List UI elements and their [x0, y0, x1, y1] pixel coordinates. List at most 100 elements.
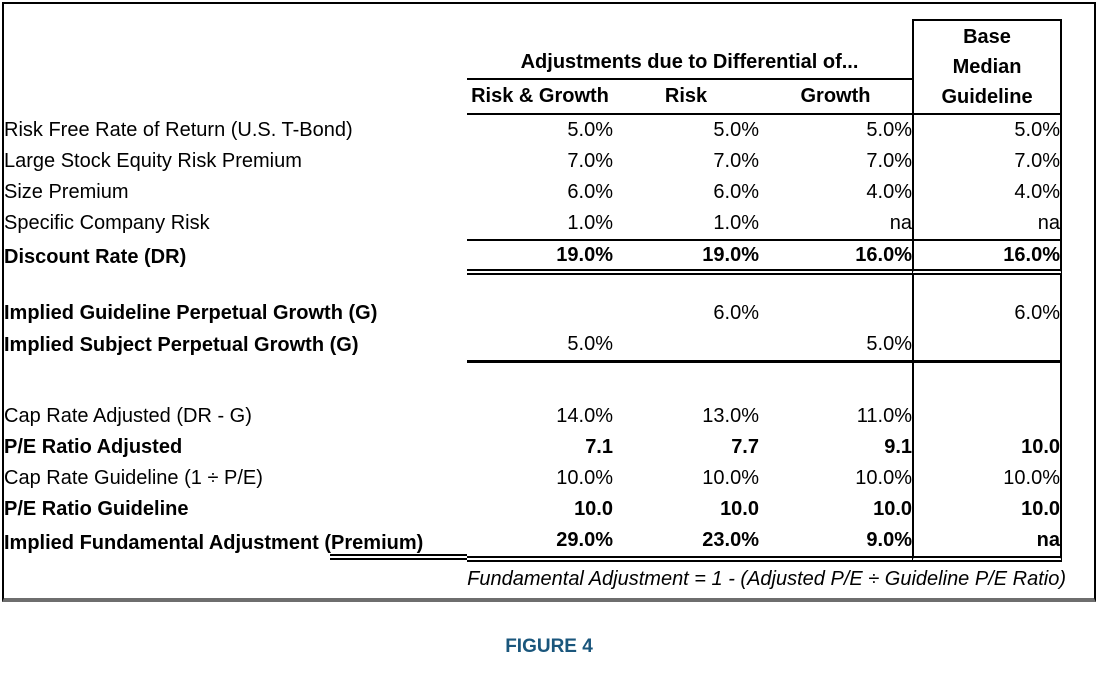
- value-cell: 9.1: [884, 436, 913, 458]
- right-margin: [1062, 146, 1094, 177]
- valuation-table: Adjustments due to Differential of... Ba…: [4, 4, 1094, 596]
- figure-caption: FIGURE 4: [505, 636, 593, 657]
- value-cell: 29.0%: [467, 525, 613, 562]
- right-margin: [1062, 432, 1094, 463]
- value-cell: na: [889, 212, 913, 234]
- table-row: Cap Rate Guideline (1 ÷ P/E) 10.0% 10.0%…: [4, 463, 1094, 494]
- value-cell: 7.1: [585, 436, 613, 458]
- value-cell: 10.0: [873, 498, 913, 520]
- value-cell: 6.0%: [912, 299, 1063, 328]
- value-cell: 1.0%: [567, 212, 613, 234]
- formula-row: Fundamental Adjustment = 1 - (Adjusted P…: [4, 562, 1094, 596]
- value-cell: 10.0: [912, 494, 1063, 525]
- table-row: Specific Company Risk 1.0% 1.0% na na: [4, 208, 1094, 239]
- value-cell: na: [912, 208, 1063, 239]
- table-row-fundamental-adjustment: Implied Fundamental Adjustment (Premium)…: [4, 525, 1094, 562]
- value-cell: 4.0%: [912, 177, 1063, 208]
- value-cell: [912, 328, 1063, 363]
- value-cell: 10.0: [720, 498, 759, 520]
- right-margin: [1062, 239, 1094, 275]
- value-cell: 9.0%: [759, 525, 913, 562]
- guideline-box-line: Base: [963, 26, 1011, 48]
- table-row: Size Premium 6.0% 6.0% 4.0% 4.0%: [4, 177, 1094, 208]
- row-label: Large Stock Equity Risk Premium: [4, 150, 302, 172]
- value-cell: 5.0%: [866, 119, 913, 141]
- right-margin: [1062, 115, 1094, 146]
- right-margin: [1062, 4, 1094, 115]
- value-cell: [912, 401, 1063, 432]
- guideline-box-line: Median: [952, 56, 1022, 78]
- value-cell: 5.0%: [759, 328, 913, 363]
- row-label: Risk Free Rate of Return (U.S. T-Bond): [4, 119, 353, 141]
- value-cell: 6.0%: [713, 181, 759, 203]
- value-cell: 10.0%: [702, 467, 759, 489]
- guideline-box-cell: Base Median Guideline: [912, 4, 1063, 115]
- value-cell: 13.0%: [702, 405, 759, 427]
- row-label: Cap Rate Adjusted (DR - G): [4, 405, 252, 427]
- value-cell: 10.0%: [855, 467, 913, 489]
- value-cell: 23.0%: [613, 525, 759, 562]
- value-cell: 19.0%: [467, 239, 613, 275]
- spacer-row: [4, 275, 1094, 299]
- table-row: Implied Subject Perpetual Growth (G) 5.0…: [4, 328, 1094, 363]
- spacer-row: [4, 363, 1094, 401]
- value-cell: 7.0%: [567, 150, 613, 172]
- row-label: Implied Subject Perpetual Growth (G): [4, 334, 359, 356]
- value-cell: 16.0%: [912, 239, 1063, 275]
- value-cell: 6.0%: [713, 302, 759, 324]
- value-cell: 10.0: [574, 498, 613, 520]
- guideline-box: Base Median Guideline: [912, 19, 1063, 115]
- table-header-row: Adjustments due to Differential of... Ba…: [4, 4, 1094, 115]
- column-header: Risk: [613, 80, 759, 115]
- value-cell: 5.0%: [912, 115, 1063, 146]
- table-row: P/E Ratio Adjusted 7.1 7.7 9.1 10.0: [4, 432, 1094, 463]
- value-cell: 5.0%: [713, 119, 759, 141]
- value-cell: 10.0: [912, 432, 1063, 463]
- right-margin: [1062, 328, 1094, 363]
- value-cell: 10.0%: [912, 463, 1063, 494]
- table-row: P/E Ratio Guideline 10.0 10.0 10.0 10.0: [4, 494, 1094, 525]
- value-cell: 6.0%: [567, 181, 613, 203]
- value-cell: 10.0%: [556, 467, 613, 489]
- row-label: P/E Ratio Guideline: [4, 498, 189, 520]
- right-margin: [1062, 208, 1094, 239]
- column-header-row: Risk & Growth Risk Growth: [4, 80, 1094, 115]
- column-header: Growth: [759, 80, 913, 115]
- value-cell: 19.0%: [613, 239, 759, 275]
- row-label: Discount Rate (DR): [4, 245, 187, 268]
- table-row: Cap Rate Adjusted (DR - G) 14.0% 13.0% 1…: [4, 401, 1094, 432]
- right-margin: [1062, 525, 1094, 562]
- right-margin: [1062, 401, 1094, 432]
- right-margin: [1062, 463, 1094, 494]
- value-cell: [613, 328, 759, 363]
- value-cell: 5.0%: [567, 119, 613, 141]
- guideline-box-line: Guideline: [941, 86, 1033, 108]
- table-row: Implied Guideline Perpetual Growth (G) 6…: [4, 299, 1094, 328]
- value-cell: 7.0%: [866, 150, 913, 172]
- value-cell: 5.0%: [467, 328, 613, 363]
- value-cell: na: [912, 525, 1063, 562]
- right-margin: [1062, 299, 1094, 328]
- header-spacer: [4, 80, 467, 115]
- right-margin: [1062, 494, 1094, 525]
- span-header: Adjustments due to Differential of...: [467, 4, 913, 80]
- row-label: Implied Guideline Perpetual Growth (G): [4, 302, 378, 324]
- value-cell: 1.0%: [713, 212, 759, 234]
- figure-table: Adjustments due to Differential of... Ba…: [2, 2, 1096, 602]
- value-cell: 11.0%: [856, 405, 913, 427]
- double-rule-extension: [330, 554, 467, 560]
- table-row: Risk Free Rate of Return (U.S. T-Bond) 5…: [4, 115, 1094, 146]
- value-cell: 7.7: [731, 436, 759, 458]
- value-cell: 4.0%: [866, 181, 913, 203]
- value-cell: 14.0%: [556, 405, 613, 427]
- right-margin: [1062, 177, 1094, 208]
- header-spacer: [4, 4, 467, 80]
- row-label: Cap Rate Guideline (1 ÷ P/E): [4, 467, 263, 489]
- table-row-discount-rate: Discount Rate (DR) 19.0% 19.0% 16.0% 16.…: [4, 239, 1094, 275]
- value-cell: [467, 299, 613, 328]
- value-cell: 7.0%: [713, 150, 759, 172]
- value-cell: [759, 299, 912, 328]
- row-label: Size Premium: [4, 181, 129, 203]
- row-label: Specific Company Risk: [4, 212, 210, 234]
